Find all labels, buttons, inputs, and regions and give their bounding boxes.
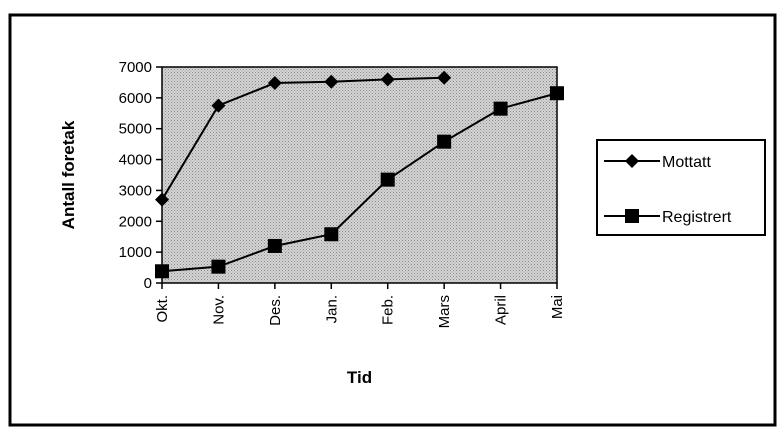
data-point <box>211 98 226 113</box>
x-tick-label: Mars <box>436 295 453 328</box>
legend-marker <box>625 154 639 168</box>
y-tick-label: 7000 <box>119 59 152 76</box>
x-tick-label: Mai <box>549 295 566 319</box>
legend: Mottatt Registrert <box>596 139 766 236</box>
legend-marker <box>625 209 639 223</box>
series-line <box>161 76 445 201</box>
x-axis-title: Tid <box>347 368 372 387</box>
data-point <box>324 74 339 89</box>
legend-label: Mottatt <box>662 154 711 171</box>
data-point <box>380 172 395 187</box>
data-point <box>267 76 282 91</box>
x-tick-label: Okt. <box>154 295 171 323</box>
data-point <box>380 72 395 87</box>
x-tick-label: Des. <box>267 295 284 326</box>
data-point <box>437 134 452 149</box>
data-point <box>155 264 169 279</box>
y-axis-title: Antall foretak <box>59 120 78 229</box>
x-tick-label: April <box>493 295 510 325</box>
y-tick-label: 4000 <box>119 152 152 169</box>
series-registrert <box>155 86 564 279</box>
data-point <box>324 227 339 242</box>
data-point <box>437 70 452 85</box>
axes: 0 1000 2000 3000 4000 5000 6000 7000 Okt. Nov. Des… <box>119 59 566 328</box>
x-tick-label: Nov. <box>210 295 227 325</box>
data-point <box>493 101 508 116</box>
y-tick-label: 5000 <box>119 121 152 138</box>
series-mottatt <box>155 70 452 207</box>
series-layer <box>155 70 564 279</box>
data-point <box>267 238 282 253</box>
y-tick-label: 1000 <box>119 244 152 261</box>
series-line <box>161 92 558 273</box>
y-tick-label: 6000 <box>119 90 152 107</box>
x-tick-label: Jan. <box>323 295 340 323</box>
y-tick-label: 0 <box>144 275 152 292</box>
data-point <box>550 86 564 101</box>
data-point <box>155 192 169 207</box>
y-tick-label: 3000 <box>119 182 152 199</box>
data-point <box>211 259 226 274</box>
legend-label: Registrert <box>662 209 732 226</box>
plot-area <box>161 66 558 284</box>
x-tick-label: Feb. <box>380 295 397 325</box>
y-tick-label: 2000 <box>119 213 152 230</box>
